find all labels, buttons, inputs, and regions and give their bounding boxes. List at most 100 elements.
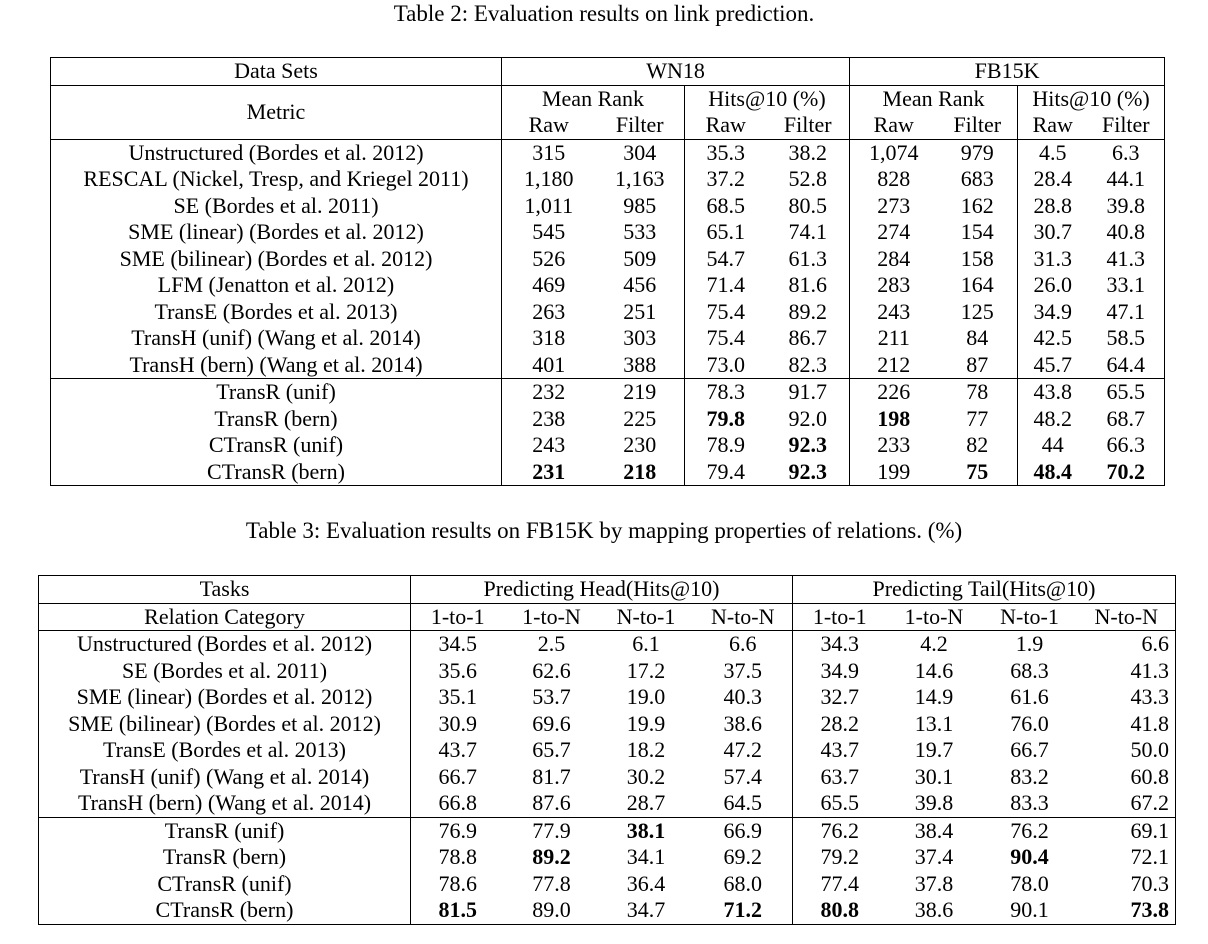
value-cell: 48.4 <box>1017 458 1088 486</box>
method-name: Unstructured (Bordes et al. 2012) <box>38 630 411 658</box>
raw-header: Raw <box>1017 112 1088 139</box>
value-cell: 39.8 <box>1106 192 1146 218</box>
value-cell: 526 <box>501 245 596 272</box>
wn18-header: WN18 <box>500 57 850 85</box>
table-row: TransE (Bordes et al. 2013) 263 251 75.4 89.… <box>51 298 1165 325</box>
method-name: TransE (Bordes et al. 2013) <box>154 298 398 324</box>
filter-header: Filter <box>783 112 832 137</box>
value-cell: 81.7 <box>532 763 571 789</box>
value-cell: 1,180 <box>501 166 596 193</box>
value-cell: 6.3 <box>1087 138 1165 166</box>
value-cell: 45.7 <box>1017 351 1088 379</box>
value-cell: 4.2 <box>886 630 982 658</box>
value-cell: 66.9 <box>693 816 793 844</box>
value-cell: 54.7 <box>684 245 767 272</box>
value-cell: 73.8 <box>1130 897 1170 922</box>
value-cell: 89.0 <box>532 897 571 922</box>
table-row: CTransR (bern) 81.5 89.0 34.7 71.2 80.8 38.6 90… <box>39 897 1176 924</box>
value-cell: 75.4 <box>684 298 767 325</box>
value-cell: 218 <box>623 458 657 484</box>
wn18-hits10-header: Hits@10 (%) <box>683 84 850 112</box>
method-name: LFM (Jenatton et al. 2012) <box>157 272 395 297</box>
value-cell: 79.8 <box>684 405 767 432</box>
value-cell: 35.6 <box>410 657 505 684</box>
value-cell: 211 <box>849 325 938 352</box>
table-row: SE (Bordes et al. 2011) 35.6 62.6 17.2 37.5 3… <box>39 657 1176 684</box>
value-cell: 13.1 <box>914 710 954 736</box>
value-cell: 41.3 <box>1130 657 1170 683</box>
value-cell: 57.4 <box>723 763 763 789</box>
value-cell: 68.5 <box>684 192 767 219</box>
value-cell: 284 <box>849 245 938 272</box>
value-cell: 84 <box>966 325 989 350</box>
method-name: TransH (bern) (Wang et al. 2014) <box>77 790 372 815</box>
value-cell: 66.3 <box>1106 432 1146 457</box>
value-cell: 66.7 <box>410 763 505 790</box>
table-row: Unstructured (Bordes et al. 2012) 34.5 2.5… <box>38 630 1176 658</box>
method-name: SE (Bordes et al. 2011) <box>121 657 328 683</box>
method-name: TransR (unif) <box>38 816 411 844</box>
method-name: TransR (unif) <box>50 378 502 406</box>
value-cell: 41.3 <box>1106 245 1146 271</box>
value-cell: 274 <box>849 219 938 246</box>
value-cell: 154 <box>960 219 994 244</box>
value-cell: 985 <box>623 192 657 218</box>
value-cell: 19.0 <box>626 684 666 709</box>
method-name: TransH (unif) (Wang et al. 2014) <box>79 763 370 789</box>
value-cell: 38.6 <box>914 897 954 922</box>
value-cell: 92.3 <box>788 458 828 484</box>
method-name: TransH (unif) (Wang et al. 2014) <box>131 325 421 350</box>
value-cell: 78.6 <box>410 870 505 897</box>
value-cell: 34.7 <box>626 897 666 922</box>
value-cell: 89.2 <box>532 844 571 869</box>
value-cell: 4.5 <box>1017 138 1088 166</box>
value-cell: 78.8 <box>410 844 505 871</box>
value-cell: 304 <box>595 138 685 166</box>
value-cell: 456 <box>623 272 657 297</box>
value-cell: 64.4 <box>1106 351 1146 377</box>
value-cell: 50.0 <box>1130 737 1170 762</box>
category-header: N-to-N <box>1077 602 1176 631</box>
value-cell: 37.2 <box>684 166 767 193</box>
method-name: TransR (bern) <box>214 405 338 431</box>
value-cell: 78.9 <box>684 432 767 459</box>
value-cell: 78 <box>937 378 1018 406</box>
value-cell: 40.3 <box>723 684 763 709</box>
value-cell: 243 <box>849 298 938 325</box>
value-cell: 14.6 <box>914 657 954 683</box>
category-header: 1-to-N <box>504 602 599 631</box>
value-cell: 90.1 <box>1010 897 1049 922</box>
table-row: LFM (Jenatton et al. 2012) 469 456 71.4 81.6… <box>51 272 1165 299</box>
value-cell: 87 <box>966 351 989 377</box>
value-cell: 60.8 <box>1130 763 1170 789</box>
value-cell: 53.7 <box>532 684 571 709</box>
value-cell: 68.0 <box>723 870 763 896</box>
value-cell: 401 <box>501 351 596 379</box>
value-cell: 243 <box>501 432 596 459</box>
value-cell: 38.4 <box>886 816 982 844</box>
method-name: TransH (bern) (Wang et al. 2014) <box>129 351 423 377</box>
table2-body: Unstructured (Bordes et al. 2012) 315 304 3… <box>50 138 1165 486</box>
value-cell: 683 <box>960 166 994 191</box>
value-cell: 28.7 <box>626 790 666 815</box>
table3-caption: Table 3: Evaluation results on FB15K by … <box>245 518 963 543</box>
filter-header: Filter <box>953 112 1002 137</box>
table-row: TransR (bern) 238 225 79.8 92.0 198 77 48.2 68.7 <box>51 405 1165 432</box>
value-cell: 92.3 <box>788 432 828 457</box>
table-row: CTransR (bern) 231 218 79.4 92.3 199 75 48.4 70.… <box>51 458 1165 486</box>
value-cell: 37.4 <box>914 844 954 869</box>
value-cell: 71.2 <box>723 897 763 922</box>
value-cell: 47.1 <box>1106 298 1146 324</box>
value-cell: 80.8 <box>792 897 887 924</box>
value-cell: 34.9 <box>1017 298 1088 325</box>
category-header: 1-to-1 <box>410 602 505 631</box>
tasks-label: Tasks <box>199 576 250 601</box>
wn18-mean-rank-header: Mean Rank <box>501 84 685 112</box>
value-cell: 43.8 <box>1017 378 1088 406</box>
table-row: TransR (bern) 78.8 89.2 34.1 69.2 79.2 37.4 90.… <box>39 844 1176 871</box>
value-cell: 979 <box>937 138 1018 166</box>
value-cell: 315 <box>501 138 596 166</box>
metric-label: Metric <box>50 84 502 139</box>
value-cell: 226 <box>849 378 938 406</box>
method-name: CTransR (bern) <box>155 897 294 922</box>
